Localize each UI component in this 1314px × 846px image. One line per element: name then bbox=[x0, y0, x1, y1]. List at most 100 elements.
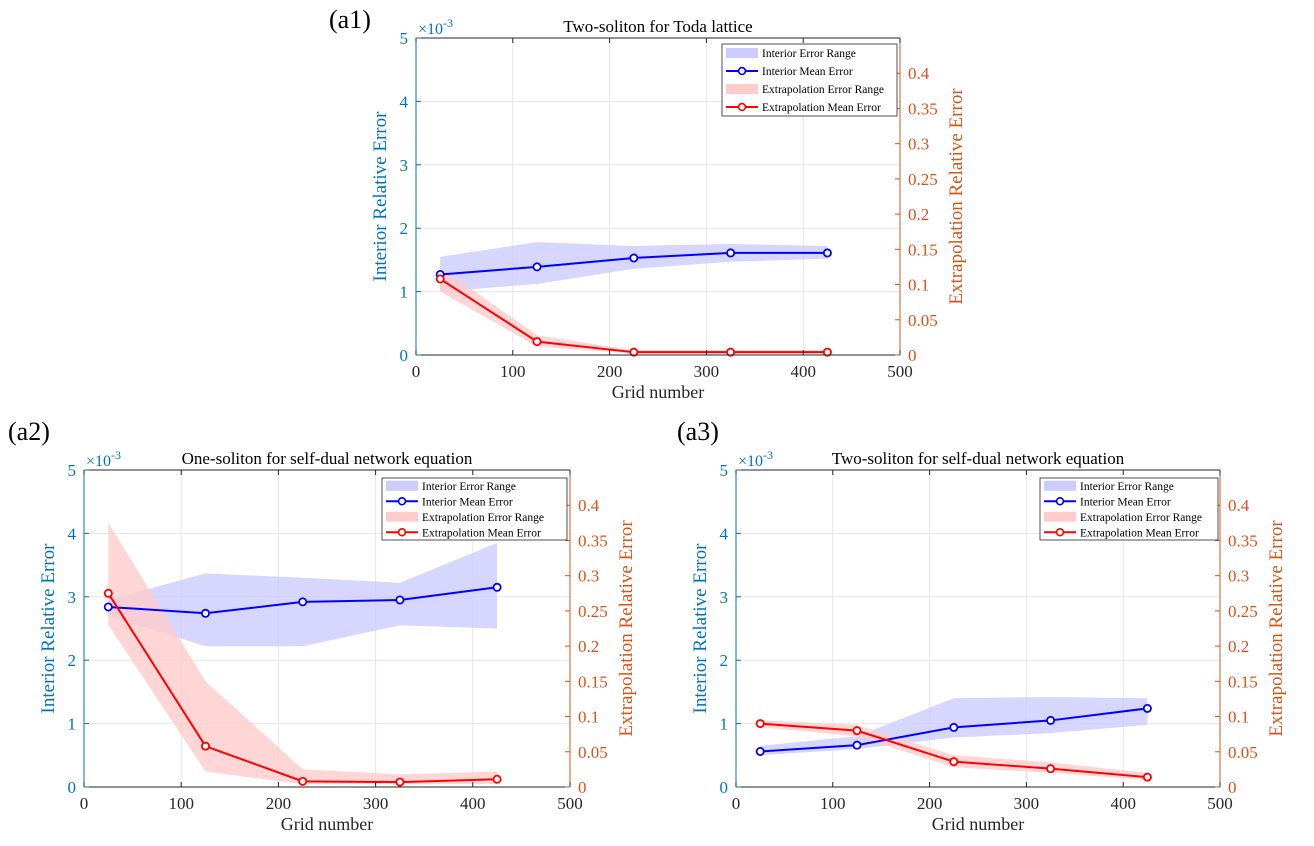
y-right-tick-label: 0 bbox=[578, 778, 587, 797]
y-left-tick-label: 1 bbox=[68, 715, 77, 734]
legend-entry-label: Extrapolation Mean Error bbox=[762, 102, 881, 114]
x-tick-label: 200 bbox=[917, 794, 943, 813]
x-tick-label: 500 bbox=[557, 794, 583, 813]
y-left-exponent: ×10-3 bbox=[738, 448, 773, 470]
interior-mean-point bbox=[395, 595, 405, 605]
legend-band-swatch bbox=[726, 48, 758, 58]
legend-entry-label: Extrapolation Error Range bbox=[1080, 512, 1202, 524]
legend-marker bbox=[397, 528, 407, 537]
y-right-tick-label: 0.1 bbox=[908, 276, 929, 295]
y-right-tick-label: 0.1 bbox=[578, 708, 599, 727]
legend-marker bbox=[737, 66, 747, 76]
y-right-tick-label: 0.35 bbox=[908, 99, 938, 118]
panel-label: (a3) bbox=[677, 417, 719, 446]
interior-mean-point bbox=[949, 722, 959, 732]
y-left-tick-label: 1 bbox=[720, 715, 729, 734]
y-right-tick-label: 0 bbox=[908, 346, 917, 365]
y-right-axis-label: Extrapolation Relative Error bbox=[946, 88, 967, 305]
chart-panel-2: 0 100 200 300 400 50001234500.050.10.150.20.2… bbox=[8, 417, 637, 834]
interior-mean-point bbox=[629, 253, 639, 263]
y-right-axis-label: Extrapolation Relative Error bbox=[1266, 520, 1287, 737]
y-right-tick-label: 0.25 bbox=[578, 602, 608, 621]
y-left-tick-label: 0 bbox=[720, 778, 729, 797]
legend-band-swatch bbox=[386, 480, 418, 491]
y-left-tick-label: 1 bbox=[400, 283, 409, 302]
extrapolation-mean-point bbox=[492, 774, 502, 784]
legend-entry-label: Extrapolation Error Range bbox=[762, 84, 884, 96]
y-left-tick-label: 0 bbox=[68, 778, 77, 797]
x-axis-label: Grid number bbox=[932, 814, 1024, 834]
interior-mean-point bbox=[532, 262, 542, 272]
x-tick-label: 100 bbox=[500, 362, 526, 381]
x-tick-label: 300 bbox=[1014, 794, 1040, 813]
chart-title: Two-soliton for Toda lattice bbox=[563, 17, 752, 36]
interior-mean-point bbox=[103, 602, 113, 612]
y-right-tick-label: 0.05 bbox=[908, 311, 938, 330]
y-left-tick-label: 5 bbox=[400, 29, 409, 48]
x-tick-label: 0 bbox=[80, 794, 89, 813]
interior-mean-point bbox=[822, 248, 832, 258]
extrapolation-mean-point bbox=[298, 776, 308, 786]
extrapolation-mean-point bbox=[532, 337, 542, 347]
x-tick-label: 400 bbox=[1110, 794, 1136, 813]
x-tick-label: 0 bbox=[412, 362, 421, 381]
x-axis-label: Grid number bbox=[281, 814, 373, 834]
extrapolation-mean-point bbox=[395, 777, 405, 787]
y-right-tick-label: 0.2 bbox=[1228, 637, 1249, 656]
y-left-tick-label: 2 bbox=[400, 219, 409, 238]
y-right-tick-label: 0.15 bbox=[578, 672, 608, 691]
y-right-tick-label: 0.25 bbox=[1228, 602, 1258, 621]
panel-label: (a1) bbox=[329, 5, 371, 34]
legend-band-swatch bbox=[1044, 511, 1076, 522]
extrapolation-mean-point bbox=[1046, 764, 1056, 774]
panel-label: (a2) bbox=[8, 417, 50, 446]
legend: Interior Error Range Interior Mean Error E… bbox=[381, 477, 568, 541]
legend-marker bbox=[1055, 528, 1065, 537]
interior-mean-point bbox=[852, 740, 862, 750]
extrapolation-mean-point bbox=[629, 347, 639, 357]
interior-mean-point bbox=[755, 746, 765, 756]
y-right-tick-label: 0.3 bbox=[1228, 567, 1249, 586]
y-right-tick-label: 0.2 bbox=[908, 205, 929, 224]
x-tick-label: 400 bbox=[790, 362, 816, 381]
x-tick-label: 100 bbox=[168, 794, 194, 813]
interior-mean-point bbox=[200, 608, 210, 618]
y-right-tick-label: 0.15 bbox=[908, 240, 938, 259]
y-right-tick-label: 0.4 bbox=[908, 64, 930, 83]
legend-entry-label: Extrapolation Error Range bbox=[422, 512, 544, 524]
extrapolation-mean-point bbox=[103, 588, 113, 598]
chart-panel-3: 0 100 200 300 400 50001234500.050.10.150.20.2… bbox=[677, 417, 1287, 834]
interior-mean-point bbox=[1046, 715, 1056, 725]
y-left-axis-label: Interior Relative Error bbox=[370, 111, 391, 282]
extrapolation-mean-point bbox=[200, 741, 210, 751]
legend-entry-label: Interior Mean Error bbox=[762, 66, 853, 78]
legend-entry-label: Extrapolation Mean Error bbox=[422, 527, 541, 539]
y-right-tick-label: 0.4 bbox=[1228, 496, 1250, 515]
y-right-tick-label: 0 bbox=[1228, 778, 1237, 797]
y-right-tick-label: 0.05 bbox=[1228, 743, 1258, 762]
extrapolation-mean-point bbox=[949, 757, 959, 767]
y-left-axis-label: Interior Relative Error bbox=[38, 543, 59, 714]
legend: Interior Error Range Interior Mean Error E… bbox=[721, 43, 898, 117]
y-left-exponent: ×10-3 bbox=[86, 448, 121, 470]
y-right-tick-label: 0.3 bbox=[908, 135, 929, 154]
y-left-tick-label: 4 bbox=[400, 92, 409, 111]
legend-marker bbox=[397, 497, 407, 506]
legend-entry-label: Interior Error Range bbox=[422, 481, 516, 493]
y-right-tick-label: 0.35 bbox=[1228, 531, 1258, 550]
legend-entry-label: Interior Mean Error bbox=[422, 496, 513, 508]
x-tick-label: 300 bbox=[694, 362, 720, 381]
x-tick-label: 300 bbox=[363, 794, 389, 813]
extrapolation-error-band bbox=[108, 522, 498, 785]
legend-band-swatch bbox=[1044, 480, 1076, 491]
legend: Interior Error Range Interior Mean Error E… bbox=[1039, 477, 1219, 541]
chart-title: Two-soliton for self-dual network equati… bbox=[832, 449, 1125, 468]
y-right-tick-label: 0.3 bbox=[578, 567, 599, 586]
legend-marker bbox=[1055, 497, 1065, 506]
y-left-tick-label: 4 bbox=[68, 524, 77, 543]
y-left-tick-label: 0 bbox=[400, 346, 409, 365]
legend-band-swatch bbox=[386, 511, 418, 522]
legend-entry-label: Interior Error Range bbox=[1080, 481, 1174, 493]
y-left-tick-label: 3 bbox=[720, 588, 729, 607]
extrapolation-mean-point bbox=[822, 347, 832, 357]
